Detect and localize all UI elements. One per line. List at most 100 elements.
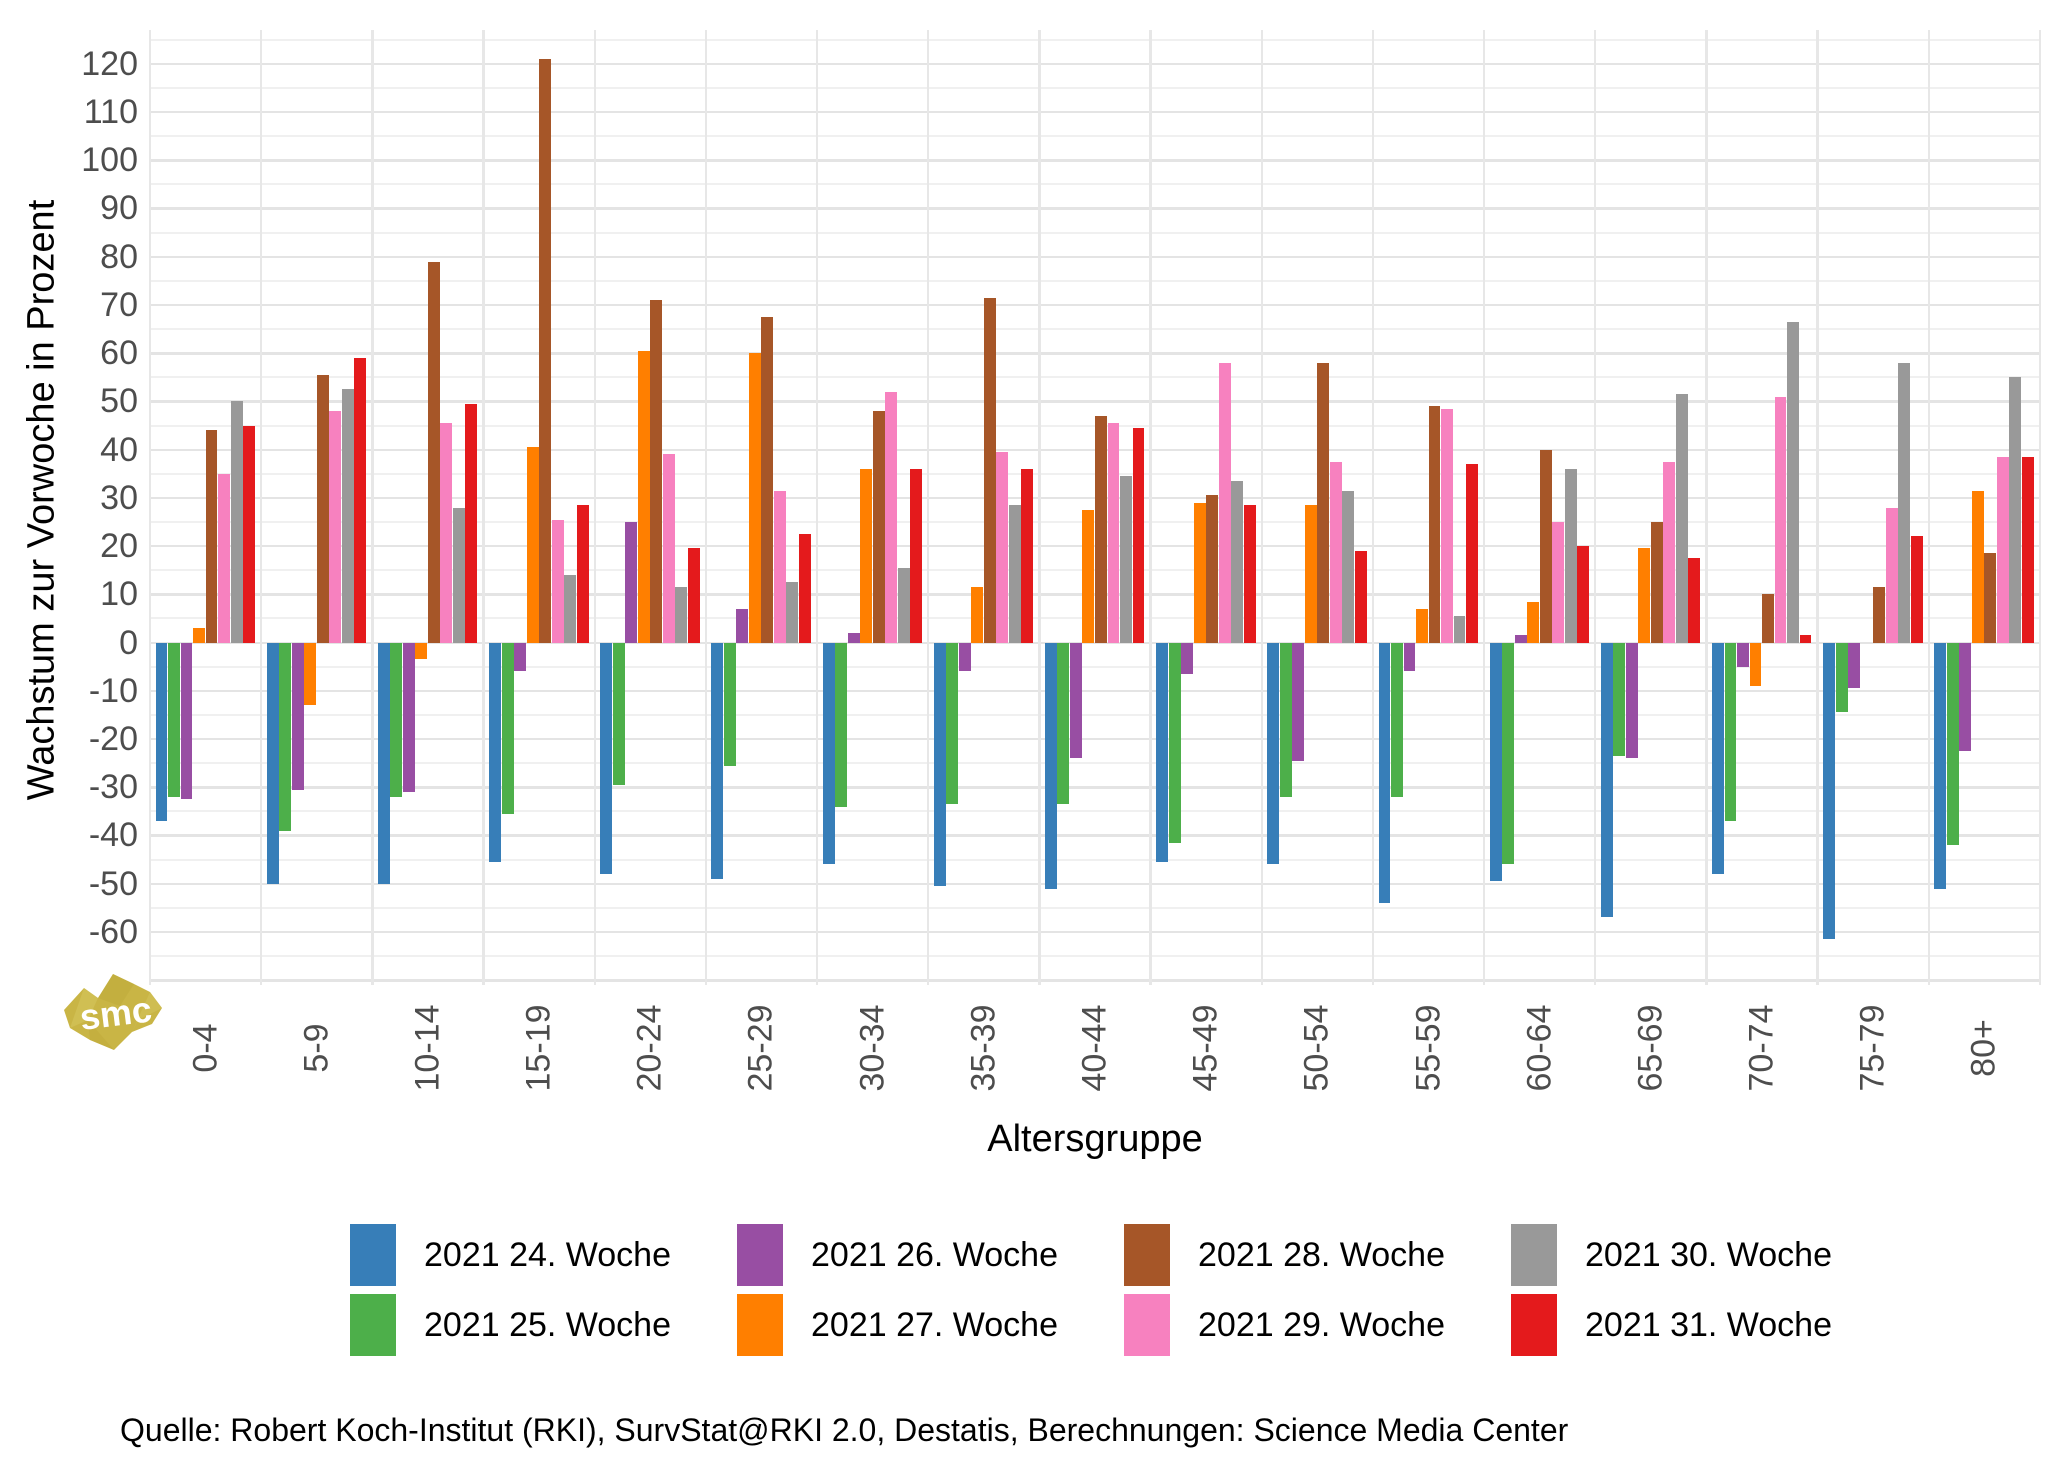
bar-65-69-week-24.: [1600, 642, 1613, 918]
y-tick-label-50: 50: [100, 382, 138, 421]
bar-0-4-week-25.: [168, 642, 180, 797]
bar-55-59-week-24.: [1378, 642, 1391, 903]
bar-50-54-week-25.: [1279, 642, 1292, 797]
bar-0-4-week-30.: [230, 401, 243, 643]
gridline-horizontal: [150, 882, 2040, 886]
bar-20-24-week-29.: [662, 454, 675, 643]
bar-80+-week-25.: [1946, 642, 1959, 846]
bar-15-19-week-28.: [539, 58, 552, 643]
bar-5-9-week-31.: [354, 357, 367, 643]
gridline-horizontal: [150, 858, 2040, 861]
x-tick-label-15-19: 15-19: [519, 1004, 558, 1092]
y-tick-label-20: 20: [100, 527, 138, 566]
bar-40-44-week-28.: [1095, 415, 1107, 643]
legend-item-24.-woche: 2021 24. Woche: [350, 1220, 675, 1290]
bar-60-64-week-27.: [1527, 601, 1540, 643]
bar-35-39-week-24.: [933, 642, 946, 887]
bar-35-39-week-26.: [958, 642, 971, 672]
plot-panel: [148, 30, 2042, 985]
y-tick-label-60: 60: [100, 334, 138, 373]
bar-25-29-week-31.: [798, 534, 811, 643]
bar-45-49-week-29.: [1218, 362, 1231, 643]
gridline-vertical: [482, 30, 485, 985]
x-tick-label-10-14: 10-14: [408, 1004, 447, 1092]
bar-40-44-week-29.: [1107, 423, 1120, 643]
bar-50-54-week-30.: [1342, 490, 1355, 643]
bar-20-24-week-27.: [637, 350, 650, 643]
bar-50-54-week-27.: [1304, 505, 1317, 643]
gridline-horizontal: [150, 255, 2040, 259]
bar-10-14-week-27.: [415, 642, 428, 660]
bar-30-34-week-30.: [897, 567, 910, 643]
bar-40-44-week-31.: [1132, 427, 1145, 643]
y-tick-label-0: 0: [119, 623, 138, 662]
gridline-horizontal: [150, 834, 2040, 837]
gridline-horizontal: [150, 930, 2040, 934]
gridline-vertical: [704, 30, 708, 985]
bar-70-74-week-24.: [1712, 642, 1724, 875]
legend-label: 2021 26. Woche: [811, 1235, 1058, 1274]
bar-50-54-week-31.: [1354, 550, 1367, 643]
bar-55-59-week-31.: [1466, 464, 1478, 643]
bar-60-64-week-29.: [1552, 521, 1565, 643]
x-tick-label-70-74: 70-74: [1742, 1004, 1781, 1092]
bar-65-69-week-27.: [1638, 548, 1651, 643]
bar-70-74-week-25.: [1724, 642, 1737, 821]
bar-5-9-week-24.: [266, 642, 279, 884]
bar-45-49-week-30.: [1231, 480, 1244, 643]
bar-65-69-week-31.: [1688, 558, 1701, 643]
legend-label: 2021 31. Woche: [1585, 1305, 1832, 1344]
bar-20-24-week-24.: [600, 642, 613, 875]
gridline-horizontal: [150, 62, 2040, 66]
bar-30-34-week-24.: [822, 642, 835, 865]
bar-40-44-week-27.: [1082, 509, 1095, 643]
bar-10-14-week-24.: [377, 642, 390, 884]
x-tick-label-5-9: 5-9: [297, 1023, 336, 1073]
bar-20-24-week-31.: [687, 548, 700, 643]
bar-60-64-week-28.: [1539, 449, 1552, 643]
bar-10-14-week-28.: [427, 261, 440, 643]
bar-40-44-week-26.: [1069, 642, 1082, 759]
bar-20-24-week-25.: [612, 642, 625, 785]
x-tick-label-20-24: 20-24: [630, 1004, 669, 1092]
y-axis-title: Wachstum zur Vorwoche in Prozent: [20, 199, 63, 801]
smc-logo: smc: [64, 974, 162, 1050]
bar-70-74-week-27.: [1749, 642, 1762, 686]
legend-label: 2021 27. Woche: [811, 1305, 1058, 1344]
bar-80+-week-24.: [1934, 642, 1947, 889]
bar-15-19-week-29.: [551, 519, 564, 643]
bar-70-74-week-31.: [1799, 635, 1812, 643]
legend-label: 2021 24. Woche: [424, 1235, 671, 1274]
bar-30-34-week-27.: [860, 468, 873, 643]
source-caption: Quelle: Robert Koch-Institut (RKI), Surv…: [120, 1412, 1569, 1448]
bar-75-79-week-29.: [1885, 507, 1898, 643]
bar-20-24-week-28.: [650, 300, 663, 643]
gridline-horizontal: [150, 713, 2040, 716]
legend-item-31.-woche: 2021 31. Woche: [1511, 1290, 1836, 1360]
bar-30-34-week-29.: [885, 391, 898, 643]
gridline-horizontal: [150, 689, 2040, 693]
smc-logo-facet: [70, 988, 98, 1028]
gridline-horizontal: [150, 906, 2040, 909]
bar-65-69-week-25.: [1613, 642, 1626, 756]
bar-80+-week-28.: [1984, 553, 1997, 643]
bar-75-79-week-30.: [1898, 362, 1911, 643]
bar-30-34-week-28.: [872, 411, 885, 643]
bar-65-69-week-28.: [1650, 521, 1663, 643]
bar-75-79-week-24.: [1823, 642, 1836, 940]
y-tick-label--20: -20: [88, 720, 138, 758]
gridline-horizontal: [150, 641, 2040, 644]
gridline-vertical: [1149, 30, 1152, 985]
bar-55-59-week-28.: [1428, 406, 1441, 643]
bar-75-79-week-28.: [1873, 587, 1886, 643]
x-tick-label-35-39: 35-39: [964, 1004, 1003, 1092]
bar-35-39-week-28.: [983, 297, 996, 643]
y-tick-label--40: -40: [88, 816, 138, 855]
gridline-vertical: [1260, 30, 1263, 985]
bar-40-44-week-25.: [1057, 642, 1070, 805]
bar-30-34-week-31.: [910, 468, 923, 643]
y-tick-label-90: 90: [100, 189, 138, 228]
bar-25-29-week-28.: [761, 316, 774, 643]
gridline-horizontal: [150, 328, 2040, 331]
gridline-horizontal: [150, 231, 2040, 234]
